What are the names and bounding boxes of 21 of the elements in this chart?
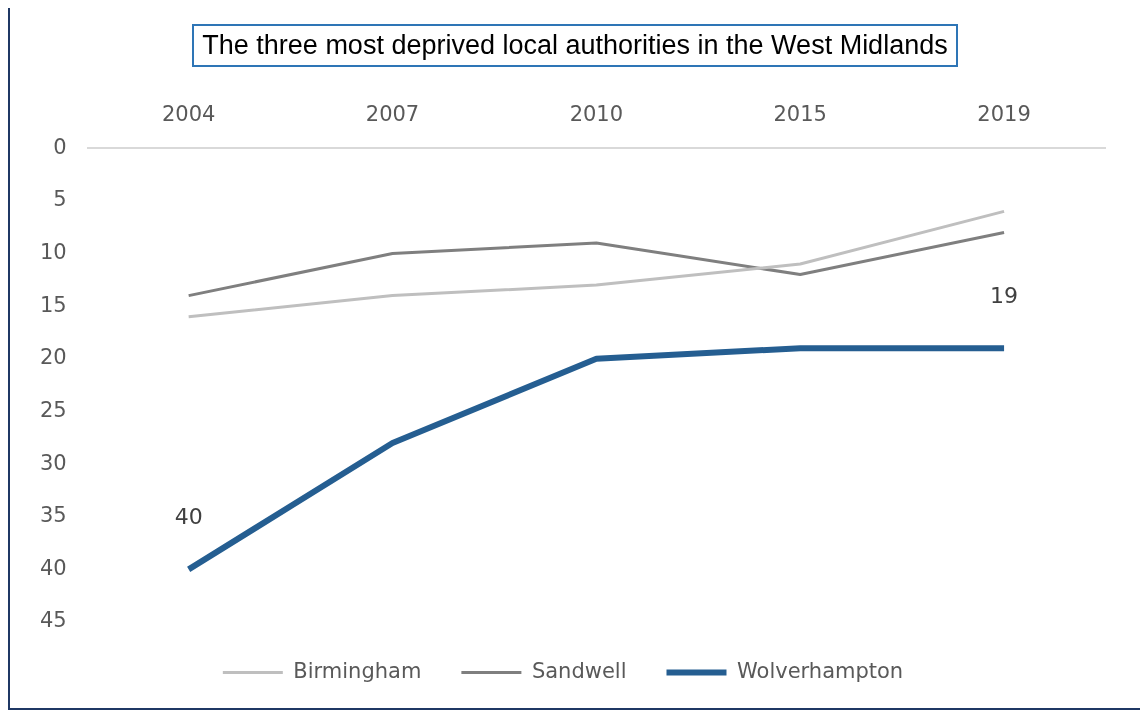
y-tick-label: 0 <box>53 134 67 159</box>
data-label: 19 <box>990 282 1019 308</box>
y-tick-label: 10 <box>39 239 67 264</box>
y-tick-label: 20 <box>39 345 67 370</box>
x-tick-label: 2010 <box>569 102 624 127</box>
y-tick-label: 25 <box>39 397 67 422</box>
y-tick-label: 40 <box>39 555 67 580</box>
legend-label: Birmingham <box>293 658 422 683</box>
y-tick-label: 30 <box>39 450 67 475</box>
x-tick-label: 2004 <box>161 102 216 127</box>
legend-label: Wolverhampton <box>736 658 904 683</box>
y-tick-label: 15 <box>39 292 67 317</box>
y-tick-label: 45 <box>39 608 67 633</box>
y-tick-label: 35 <box>39 503 67 528</box>
data-label: 40 <box>174 504 203 530</box>
x-tick-label: 2015 <box>773 102 827 127</box>
legend-label: Sandwell <box>531 658 627 683</box>
y-tick-label: 5 <box>53 187 67 212</box>
x-tick-label: 2019 <box>977 102 1031 127</box>
x-tick-label: 2007 <box>365 102 420 127</box>
chart-title: The three most deprived local authorities in the West Midlands <box>192 24 958 67</box>
